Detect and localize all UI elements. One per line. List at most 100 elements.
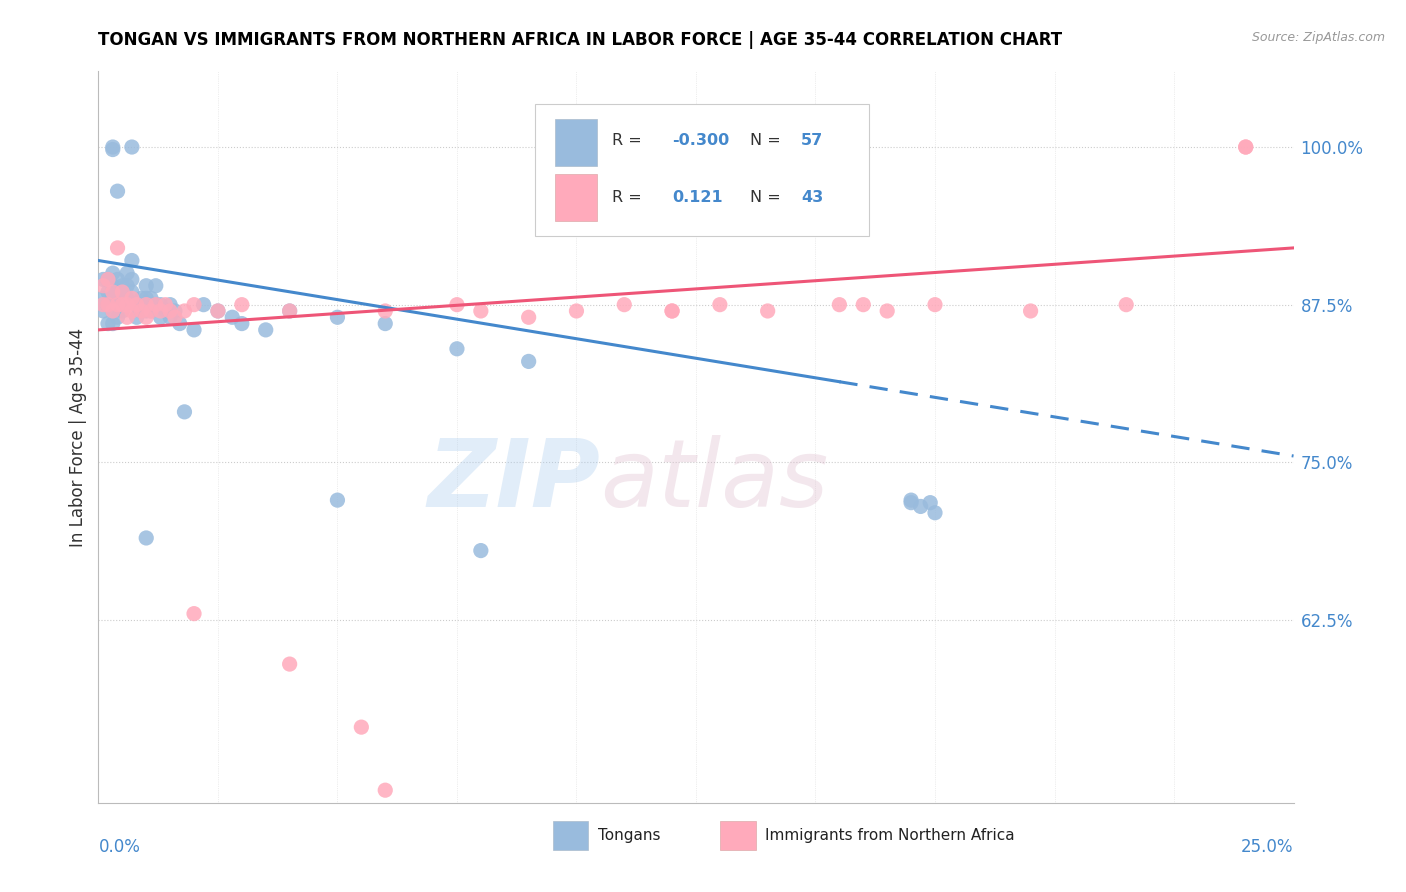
Point <box>101 278 124 293</box>
Point <box>231 298 253 312</box>
Point <box>207 304 229 318</box>
Point <box>924 298 946 312</box>
Point <box>326 310 349 325</box>
Point <box>115 310 138 325</box>
Text: 43: 43 <box>801 190 824 204</box>
Point <box>517 354 540 368</box>
Point <box>115 298 138 312</box>
Point <box>101 143 124 157</box>
Text: 57: 57 <box>801 133 824 148</box>
Point <box>145 298 167 312</box>
Bar <box>555 174 596 221</box>
Bar <box>720 821 756 850</box>
Point <box>131 304 153 318</box>
Point <box>221 310 243 325</box>
Point <box>326 493 349 508</box>
Text: N =: N = <box>749 133 786 148</box>
Point <box>107 298 129 312</box>
Point <box>828 298 851 312</box>
Point <box>139 304 162 318</box>
Point <box>173 405 195 419</box>
Point <box>107 310 129 325</box>
Point <box>350 720 373 734</box>
Point <box>135 291 157 305</box>
Point <box>115 291 138 305</box>
Point <box>107 241 129 255</box>
Point <box>565 304 588 318</box>
Point <box>163 304 186 318</box>
Text: atlas: atlas <box>600 435 828 526</box>
Point <box>149 298 172 312</box>
Point <box>163 310 186 325</box>
Point <box>852 298 875 312</box>
Point <box>91 291 114 305</box>
Point <box>111 291 134 305</box>
Point <box>1019 304 1042 318</box>
Point <box>125 298 148 312</box>
Point <box>121 253 143 268</box>
Point <box>374 304 396 318</box>
Point <box>97 298 120 312</box>
Point <box>613 298 636 312</box>
Point <box>1115 298 1137 312</box>
Point <box>159 298 181 312</box>
Point <box>107 298 129 312</box>
Point <box>121 285 143 299</box>
Point <box>135 310 157 325</box>
Point <box>183 607 205 621</box>
Point <box>97 317 120 331</box>
Point <box>231 317 253 331</box>
Point <box>107 285 129 299</box>
Point <box>207 304 229 318</box>
Point <box>924 506 946 520</box>
Point <box>135 278 157 293</box>
Point <box>121 140 143 154</box>
Point <box>107 272 129 286</box>
Point <box>97 298 120 312</box>
Point <box>1234 140 1257 154</box>
Text: R =: R = <box>613 133 647 148</box>
Point <box>149 304 172 318</box>
Point <box>139 291 162 305</box>
Point <box>101 140 124 154</box>
Point <box>446 298 468 312</box>
Point <box>91 278 114 293</box>
Point <box>374 783 396 797</box>
Point <box>183 323 205 337</box>
Point <box>876 304 898 318</box>
Point <box>1234 140 1257 154</box>
Point <box>91 298 114 312</box>
Point <box>91 272 114 286</box>
Point <box>756 304 779 318</box>
Point <box>159 304 181 318</box>
Point <box>169 317 191 331</box>
Point <box>145 298 167 312</box>
Point <box>131 304 153 318</box>
Point <box>101 304 124 318</box>
FancyBboxPatch shape <box>534 104 869 235</box>
Point <box>107 184 129 198</box>
Point <box>470 543 492 558</box>
Point <box>139 304 162 318</box>
Point <box>278 304 301 318</box>
Point <box>135 298 157 312</box>
Point <box>101 291 124 305</box>
Point <box>111 298 134 312</box>
Point <box>374 317 396 331</box>
Point <box>155 304 177 318</box>
Point <box>145 278 167 293</box>
Text: N =: N = <box>749 190 786 204</box>
Point <box>910 500 932 514</box>
Bar <box>553 821 589 850</box>
Y-axis label: In Labor Force | Age 35-44: In Labor Force | Age 35-44 <box>69 327 87 547</box>
Point <box>101 266 124 280</box>
Point <box>135 304 157 318</box>
Point <box>121 291 143 305</box>
Point <box>517 310 540 325</box>
Point <box>97 285 120 299</box>
Point <box>173 304 195 318</box>
Point <box>920 496 942 510</box>
Point <box>121 272 143 286</box>
Text: Tongans: Tongans <box>598 828 661 843</box>
Point <box>900 493 922 508</box>
